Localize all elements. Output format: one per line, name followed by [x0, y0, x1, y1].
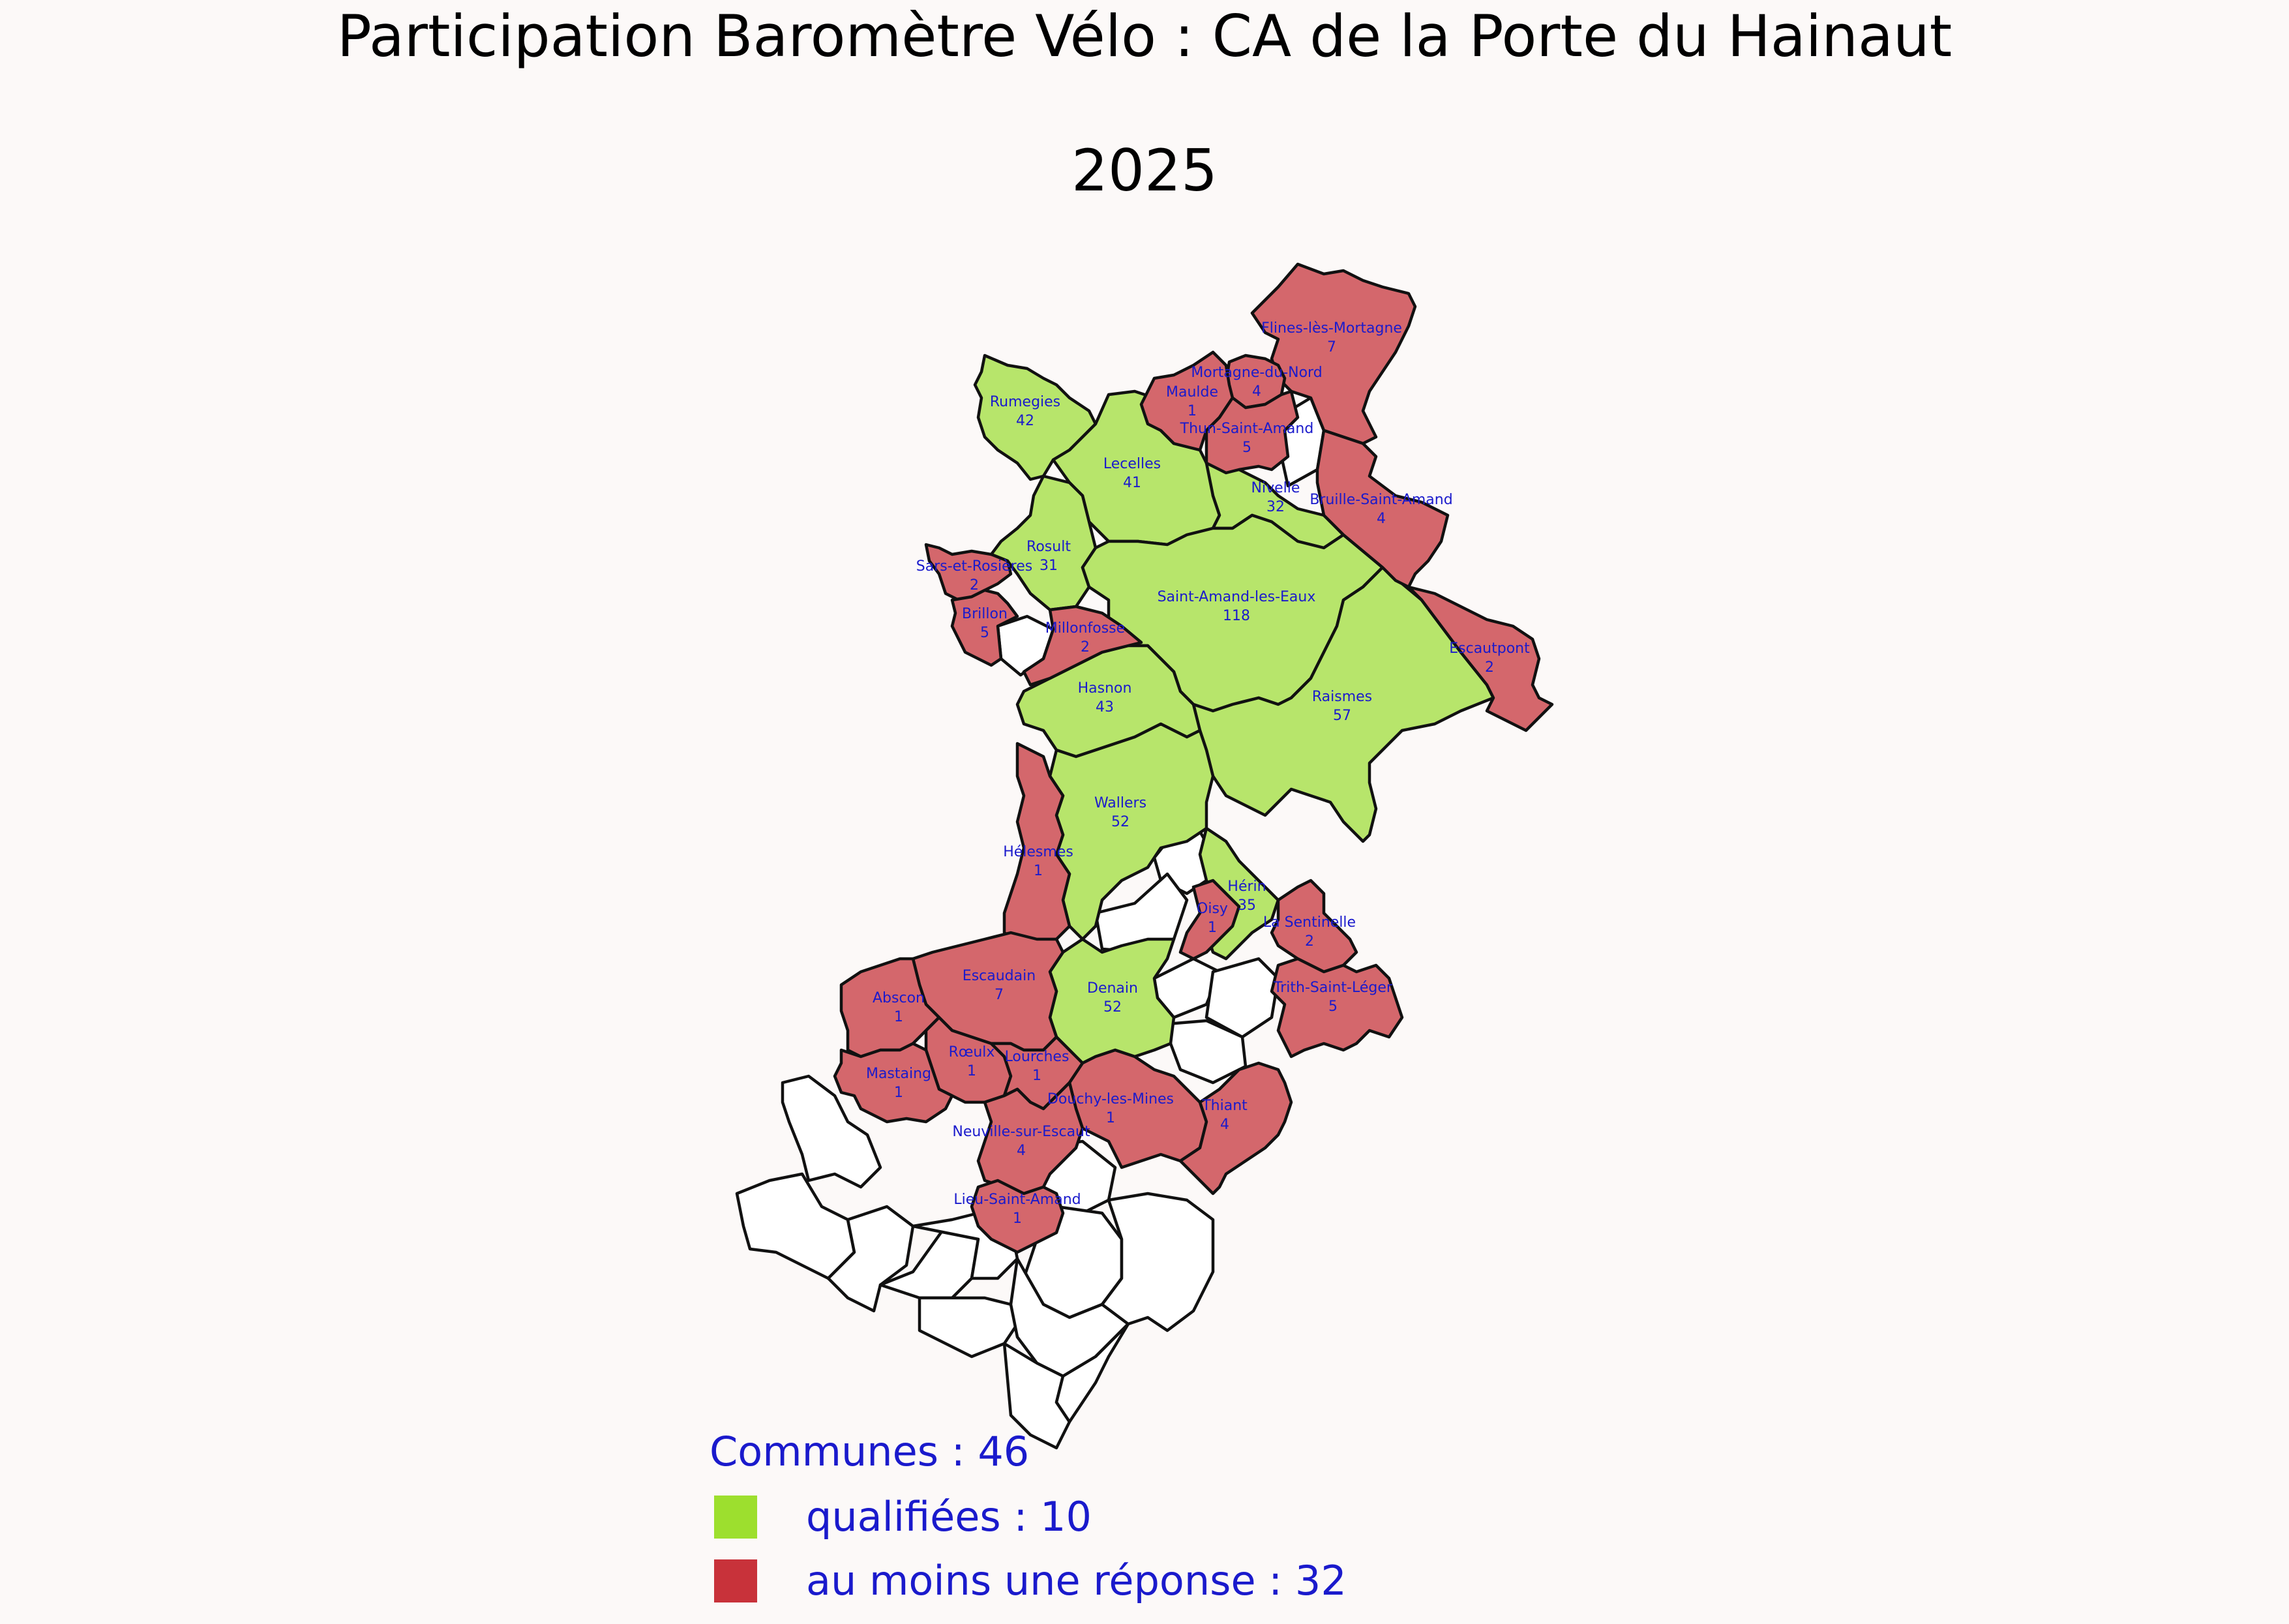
- commune-name-helesmes: Hélesmes: [1003, 844, 1073, 860]
- commune-name-la-sentinelle: La Sentinelle: [1263, 914, 1356, 931]
- commune-name-flines-les-mortagne: Flines-lès-Mortagne: [1261, 320, 1402, 337]
- commune-count-trith-saint-leger: 5: [1328, 999, 1338, 1015]
- commune-name-bruille-saint-amand: Bruille-Saint-Amand: [1309, 492, 1452, 508]
- commune-shape-none[interactable]: [1055, 1322, 1130, 1424]
- commune-shape-thun-saint-amand[interactable]: [1204, 389, 1300, 475]
- commune-name-hasnon: Hasnon: [1078, 680, 1132, 697]
- commune-name-lieu-saint-amand: Lieu-Saint-Amand: [953, 1192, 1081, 1208]
- commune-count-lieu-saint-amand: 1: [1013, 1210, 1022, 1227]
- commune-shape-bruille-saint-amand[interactable]: [1315, 429, 1450, 589]
- commune-name-rosult: Rosult: [1026, 539, 1071, 555]
- legend-responded-swatch: [714, 1559, 757, 1602]
- commune-name-lourches: Lourches: [1005, 1049, 1070, 1065]
- commune-shape-mastaing[interactable]: [833, 1042, 954, 1124]
- commune-count-maulde: 1: [1188, 403, 1197, 419]
- commune-shape-brillon[interactable]: [950, 588, 1019, 667]
- commune-shape-escautpont[interactable]: [1407, 585, 1554, 732]
- commune-count-mortagne-du-nord: 4: [1252, 383, 1261, 400]
- commune-name-douchy-les-mines: Douchy-les-Mines: [1047, 1091, 1174, 1107]
- commune-name-brillon: Brillon: [962, 606, 1008, 622]
- commune-count-rumegies: 42: [1016, 413, 1034, 429]
- commune-count-thun-saint-amand: 5: [1242, 440, 1251, 456]
- commune-name-oisy: Oisy: [1197, 901, 1228, 917]
- commune-count-nivelle: 32: [1266, 499, 1285, 515]
- commune-count-denain: 52: [1103, 999, 1122, 1015]
- commune-shape-trith-saint-leger[interactable]: [1270, 957, 1404, 1059]
- commune-name-abscon: Abscon: [873, 990, 925, 1006]
- commune-name-nivelle: Nivelle: [1251, 480, 1300, 496]
- legend-responded-label: au moins une réponse : 32: [806, 1557, 1347, 1604]
- commune-count-neuville-sur-escaut: 4: [1017, 1143, 1026, 1159]
- commune-count-hasnon: 43: [1096, 699, 1114, 715]
- commune-count-brillon: 5: [980, 625, 989, 641]
- commune-name-neuville-sur-escaut: Neuville-sur-Escaut: [952, 1124, 1090, 1140]
- commune-count-oisy: 1: [1208, 920, 1217, 936]
- legend-qualified-swatch: [714, 1496, 757, 1539]
- commune-count-roeulx: 1: [967, 1063, 976, 1079]
- commune-shape-none[interactable]: [735, 1172, 856, 1280]
- commune-shape-none[interactable]: [1165, 1019, 1248, 1085]
- commune-shape-sars-et-rosieres[interactable]: [924, 543, 1013, 602]
- commune-name-saint-amand-les-eaux: Saint-Amand-les-Eaux: [1158, 589, 1316, 605]
- commune-name-thiant: Thiant: [1201, 1098, 1248, 1114]
- legend-communes-total: Communes : 46: [710, 1428, 1030, 1475]
- commune-count-raismes: 57: [1333, 708, 1351, 724]
- commune-shapes: [735, 262, 1554, 1450]
- title-text: Participation Baromètre Vélo : CA de la …: [337, 3, 1952, 70]
- commune-name-wallers: Wallers: [1094, 795, 1146, 811]
- commune-count-sars-et-rosieres: 2: [970, 577, 979, 594]
- commune-count-la-sentinelle: 2: [1305, 933, 1314, 950]
- commune-count-escautpont: 2: [1485, 659, 1494, 676]
- commune-shape-oisy[interactable]: [1178, 879, 1241, 961]
- commune-shape-rosult[interactable]: [989, 474, 1098, 612]
- commune-name-herin: Hérin: [1227, 879, 1266, 895]
- commune-count-lourches: 1: [1032, 1068, 1041, 1084]
- commune-count-abscon: 1: [894, 1009, 903, 1025]
- commune-shape-neuville-sur-escaut[interactable]: [976, 1081, 1085, 1195]
- commune-count-escaudain: 7: [995, 987, 1004, 1003]
- commune-count-bruille-saint-amand: 4: [1377, 511, 1386, 527]
- commune-name-thun-saint-amand: Thun-Saint-Amand: [1180, 421, 1314, 437]
- commune-count-herin: 35: [1238, 897, 1256, 914]
- commune-count-thiant: 4: [1220, 1117, 1229, 1133]
- legend-qualified-label: qualifiées : 10: [806, 1493, 1092, 1541]
- commune-shape-none[interactable]: [1204, 957, 1280, 1039]
- commune-shape-raismes[interactable]: [1191, 565, 1495, 843]
- commune-name-escautpont: Escautpont: [1449, 640, 1530, 657]
- commune-name-mortagne-du-nord: Mortagne-du-Nord: [1191, 365, 1322, 381]
- title-year: 2025: [1071, 137, 1218, 204]
- commune-shape-la-sentinelle[interactable]: [1270, 879, 1358, 974]
- commune-name-raismes: Raismes: [1312, 689, 1372, 705]
- commune-count-douchy-les-mines: 1: [1106, 1110, 1115, 1126]
- commune-shape-thiant[interactable]: [1178, 1061, 1293, 1195]
- commune-count-flines-les-mortagne: 7: [1327, 339, 1336, 355]
- commune-name-rumegies: Rumegies: [990, 394, 1060, 410]
- commune-name-lecelles: Lecelles: [1103, 456, 1161, 472]
- commune-name-sars-et-rosieres: Sars-et-Rosières: [916, 558, 1032, 575]
- commune-count-millonfosse: 2: [1081, 639, 1090, 655]
- commune-shape-none[interactable]: [826, 1205, 915, 1313]
- commune-count-lecelles: 41: [1123, 475, 1141, 491]
- commune-shape-millonfosse[interactable]: [1022, 605, 1143, 687]
- commune-name-trith-saint-leger: Trith-Saint-Léger: [1273, 980, 1393, 996]
- commune-name-mastaing: Mastaing: [866, 1066, 931, 1082]
- commune-labels: Flines-lès-Mortagne 7 Mortagne-du-Nord 4 Mau…: [866, 320, 1530, 1227]
- commune-count-helesmes: 1: [1034, 863, 1043, 879]
- commune-shape-none[interactable]: [781, 1074, 882, 1189]
- commune-shape-none[interactable]: [918, 1296, 1019, 1359]
- commune-shape-lieu-saint-amand[interactable]: [970, 1179, 1065, 1254]
- commune-shape-none[interactable]: [1100, 1192, 1215, 1332]
- commune-count-wallers: 52: [1111, 814, 1130, 830]
- commune-count-saint-amand-les-eaux: 118: [1223, 608, 1250, 624]
- commune-count-rosult: 31: [1040, 558, 1058, 574]
- commune-count-mastaing: 1: [894, 1085, 903, 1101]
- commune-name-maulde: Maulde: [1166, 384, 1218, 400]
- commune-name-denain: Denain: [1087, 980, 1138, 997]
- commune-name-millonfosse: Millonfosse: [1045, 620, 1125, 637]
- commune-name-roeulx: Rœulx: [949, 1044, 995, 1060]
- commune-name-escaudain: Escaudain: [963, 968, 1036, 984]
